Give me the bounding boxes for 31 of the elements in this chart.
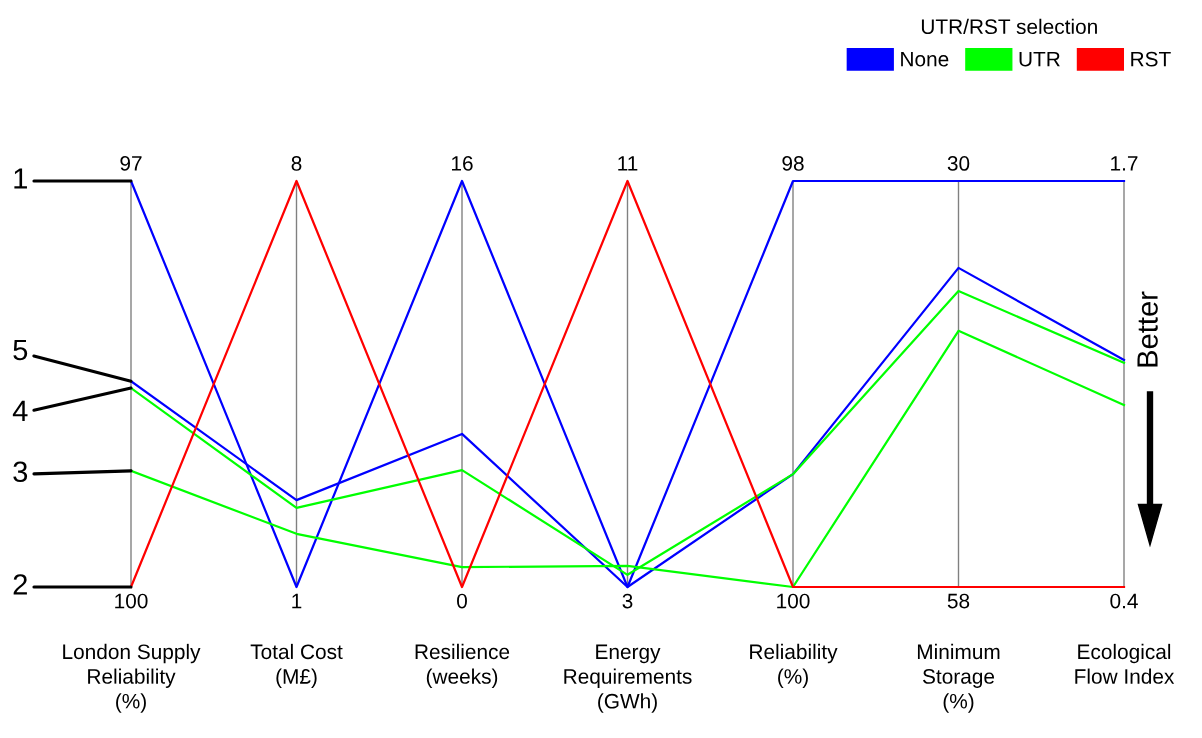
annotation: 2: [13, 574, 27, 595]
annotation: 0.4: [1110, 593, 1138, 609]
legend-title: UTR/RST selection: [921, 18, 1097, 35]
annotation: 58: [947, 593, 970, 609]
x-tick-label: Reliability (%): [750, 643, 838, 688]
x-tick-label: Energy Requirements (GWh): [564, 644, 692, 713]
y-axis-title: Better: [1137, 291, 1158, 367]
annotation: 0: [457, 593, 467, 609]
x-tick-label: Minimum Storage (%): [917, 643, 1000, 713]
annotation: 16: [452, 156, 473, 171]
annotation: 3: [13, 461, 28, 483]
x-tick-label: Total Cost (M£): [250, 643, 343, 688]
annotation: 1: [292, 593, 302, 609]
legend-label: RST: [1131, 51, 1171, 67]
annotation: 30: [947, 156, 970, 171]
legend-label: UTR: [1019, 51, 1060, 67]
annotation: 4: [12, 400, 28, 421]
annotation: 11: [618, 156, 638, 171]
annotation: 8: [291, 156, 302, 171]
annotation: 3: [622, 593, 633, 609]
annotation: 100: [115, 593, 148, 609]
legend-label: None: [901, 51, 949, 67]
annotation: 98: [782, 156, 804, 171]
x-tick-label: Resilience (weeks): [415, 643, 510, 688]
x-tick-label: Ecological Flow Index: [1075, 643, 1175, 684]
x-tick-label: London Supply Reliability (%): [63, 643, 201, 713]
annotation: 1: [14, 168, 27, 189]
annotation: 1.7: [1111, 156, 1138, 171]
annotation: 100: [777, 593, 810, 609]
annotation: 97: [120, 156, 142, 171]
annotation: 5: [13, 339, 28, 361]
